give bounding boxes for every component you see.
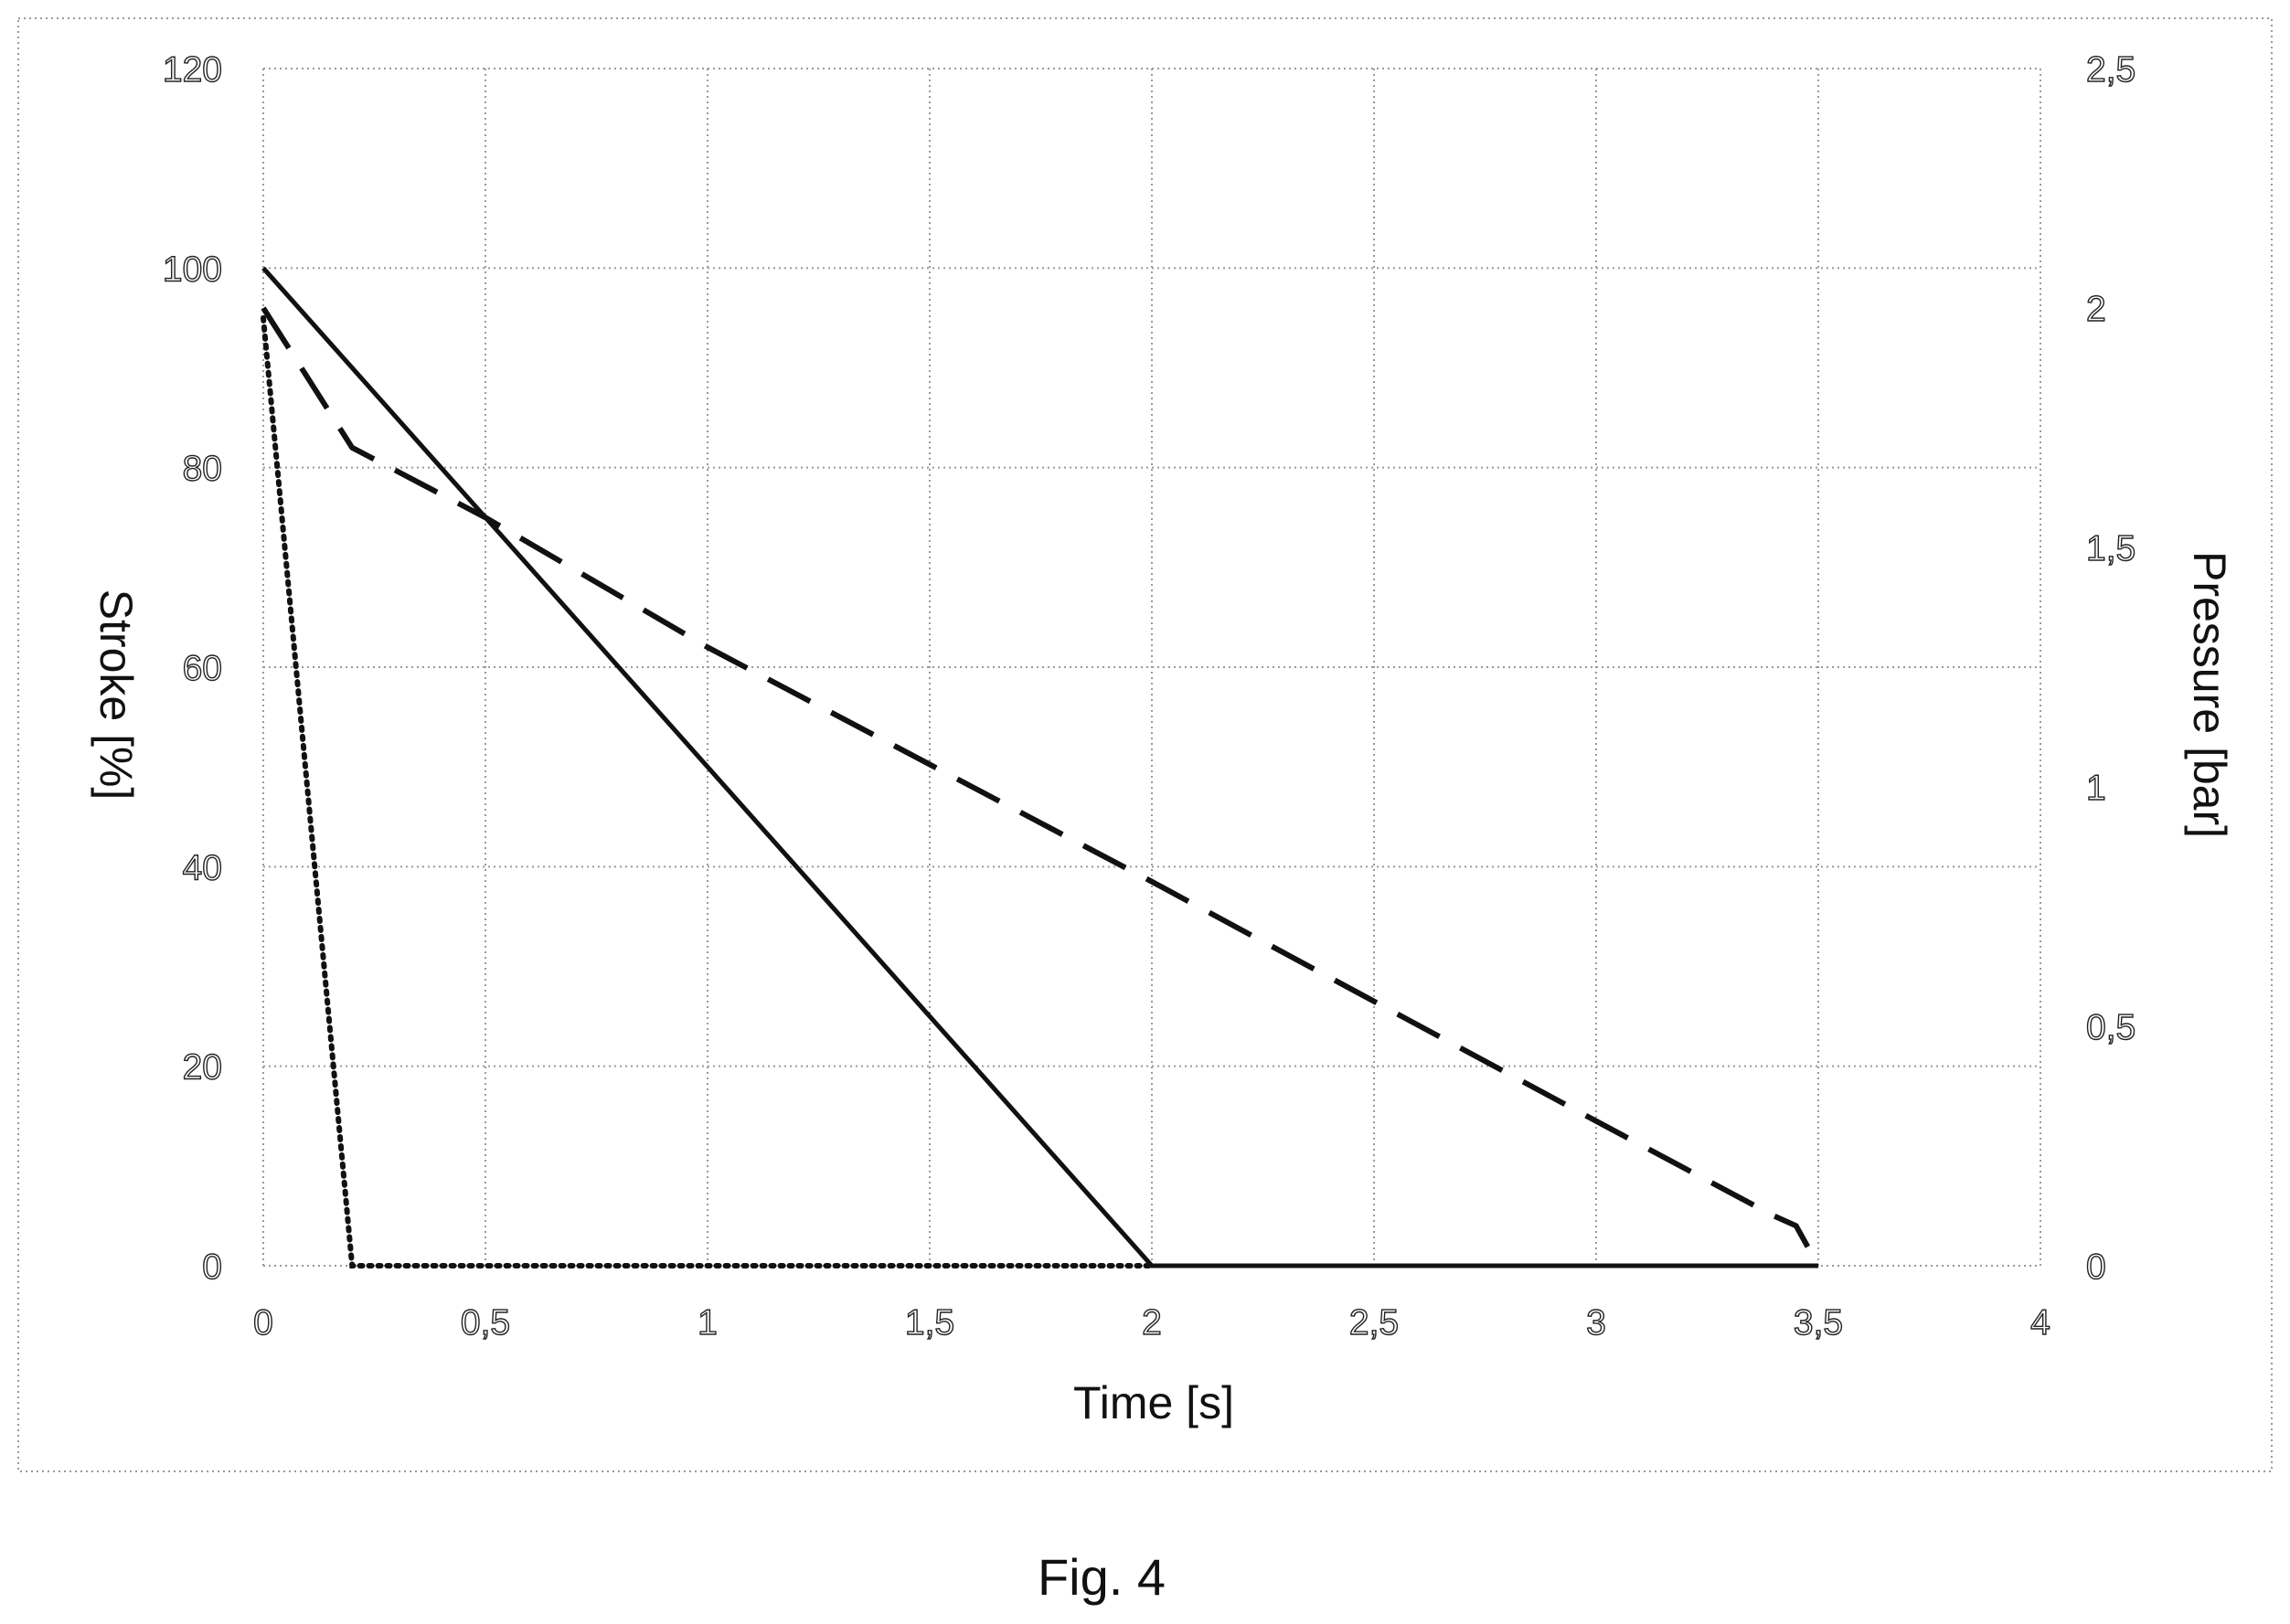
figure-caption: Fig. 4: [1038, 1548, 1166, 1606]
y-left-axis-title: Stroke [%]: [91, 589, 142, 801]
y-right-tick-label: 2,5: [2086, 50, 2136, 90]
y-right-tick-label: 0,5: [2086, 1008, 2136, 1047]
x-tick-label: 2: [1142, 1303, 1162, 1343]
y-left-tick-label: 20: [183, 1048, 222, 1088]
x-tick-label: 0,5: [461, 1303, 510, 1343]
y-left-tick-label: 40: [183, 848, 222, 887]
x-tick-label: 3: [1586, 1303, 1606, 1343]
chart-frame: [17, 17, 2273, 1472]
y-right-tick-labels: 0 0,5 1 1,5 2 2,5: [2085, 49, 2136, 1287]
series-line-dotted: [261, 314, 1155, 1268]
y-right-tick-label: 1: [2086, 769, 2106, 808]
grid: [262, 68, 2041, 1267]
x-tick-label: 2,5: [1349, 1303, 1399, 1343]
y-left-tick-label: 80: [183, 450, 222, 489]
x-tick-label: 3,5: [1794, 1303, 1843, 1343]
series-line-solid: [261, 266, 1818, 1268]
x-tick-label: 1,5: [905, 1303, 954, 1343]
y-right-axis-title: Pressure [bar]: [2184, 551, 2235, 838]
x-tick-label: 1: [698, 1303, 718, 1343]
y-left-tick-label: 100: [163, 249, 222, 289]
y-right-tick-label: 2: [2086, 290, 2106, 329]
y-left-tick-labels: 0 20 40 60 80 100 120: [162, 49, 222, 1287]
y-left-tick-label: 120: [163, 50, 222, 90]
x-tick-label: 4: [2030, 1303, 2050, 1343]
x-tick-labels: 0 0,5 1 1,5 2 2,5 3 3,5 4: [252, 1302, 2050, 1343]
series-layer: [261, 266, 1821, 1268]
x-tick-label: 0: [253, 1303, 273, 1343]
y-right-tick-label: 0: [2086, 1247, 2106, 1287]
y-left-tick-label: 0: [202, 1247, 222, 1287]
y-left-tick-label: 60: [183, 649, 222, 688]
y-right-tick-label: 1,5: [2086, 529, 2136, 568]
series-line-dashed: [261, 306, 1821, 1268]
x-axis-title: Time [s]: [1073, 1377, 1234, 1428]
